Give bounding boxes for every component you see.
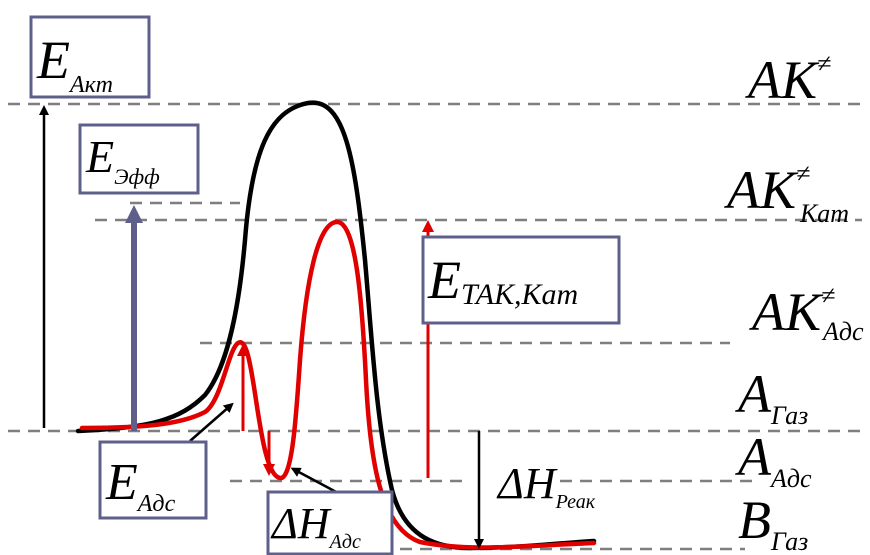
- svg-text:ΔHАдс: ΔHАдс: [270, 499, 361, 553]
- e-akt-box: EАкт: [29, 15, 151, 99]
- level-label-a-gas: AГаз: [735, 364, 808, 430]
- ak-ads-sub: Адс: [821, 317, 864, 346]
- e-ads-pointer: [189, 402, 234, 442]
- dh-ads-main: ΔH: [270, 499, 332, 548]
- ak-sup: ≠: [817, 49, 831, 78]
- svg-text:EЭфф: EЭфф: [85, 131, 160, 189]
- a-ads-sub: Адс: [769, 464, 812, 493]
- e-ads-sub: Адс: [136, 491, 176, 517]
- ak-kat-sup: ≠: [796, 159, 810, 188]
- e-tak-kat-main: E: [427, 250, 461, 310]
- level-label-ak-kat: AK≠ Кат: [724, 159, 849, 228]
- ak-kat-sub: Кат: [799, 199, 849, 228]
- e-eff-main: E: [85, 131, 114, 182]
- e-ads-box: EАдс: [98, 440, 208, 520]
- level-label-ak-ads: AK≠ Адс: [749, 281, 864, 346]
- e-ads-main: E: [105, 454, 138, 511]
- level-label-a-ads: AАдс: [735, 427, 812, 493]
- dh-ads-box: ΔHАдс: [266, 490, 394, 555]
- a-ads-main: A: [735, 427, 772, 487]
- ak-ads-sup: ≠: [821, 281, 835, 310]
- e-eff-box: EЭфф: [78, 123, 200, 195]
- svg-text:EАдс: EАдс: [105, 454, 176, 517]
- a-gas-sub: Газ: [770, 401, 808, 430]
- ak-main: AK: [745, 50, 820, 110]
- dh-ads-sub: Адс: [328, 531, 361, 553]
- dh-reak-main: ΔH: [496, 459, 558, 508]
- dh-reak-sub: Реак: [555, 491, 596, 513]
- e-akt-main: E: [36, 30, 70, 90]
- ak-kat-main: AK: [724, 160, 799, 220]
- a-gas-main: A: [735, 364, 772, 424]
- b-gas-sub: Газ: [770, 527, 808, 555]
- dh-ads-pointer: [290, 467, 341, 496]
- e-eff-sub: Эфф: [114, 164, 160, 189]
- dh-reak-label: ΔHРеак: [496, 459, 596, 513]
- e-tak-kat-box: EТАК,Кат: [421, 235, 621, 325]
- level-label-ak: AK≠: [745, 49, 831, 110]
- ak-ads-main: AK: [749, 282, 824, 342]
- svg-text:EТАК,Кат: EТАК,Кат: [427, 250, 578, 311]
- level-label-b-gas: BГаз: [738, 490, 808, 555]
- b-gas-main: B: [738, 490, 771, 550]
- e-akt-sub: Акт: [68, 72, 113, 98]
- e-tak-kat-sub: ТАК,Кат: [461, 278, 578, 311]
- svg-text:EАкт: EАкт: [36, 30, 113, 98]
